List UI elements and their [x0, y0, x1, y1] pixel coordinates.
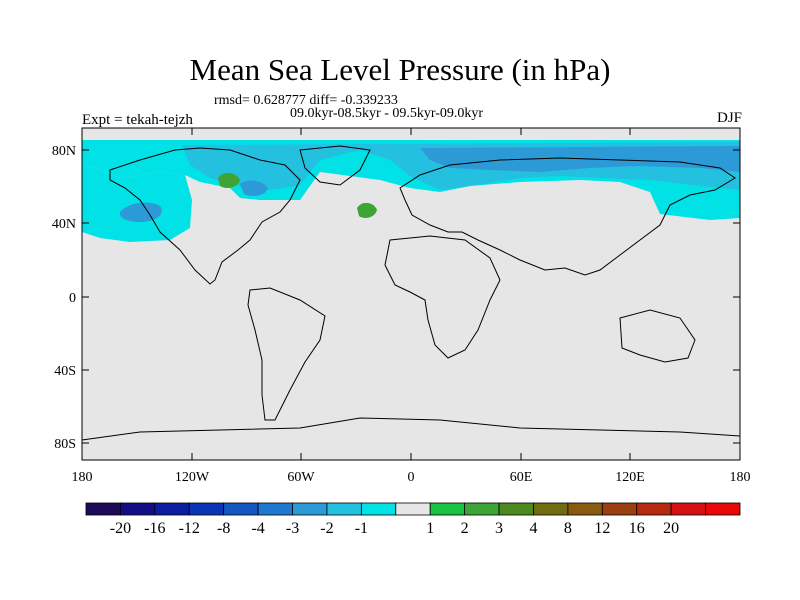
colorbar-label: -20 [110, 520, 131, 537]
lat-tick-label: 0 [69, 291, 76, 306]
colorbar-label: 12 [594, 520, 610, 537]
lon-tick-label: 60E [510, 470, 533, 485]
colorbar-label: -1 [355, 520, 368, 537]
lon-tick-label: 0 [408, 470, 415, 485]
chart-title: Mean Sea Level Pressure (in hPa) [189, 52, 611, 87]
colorbar-swatch [188, 502, 225, 516]
lat-tick-label: 40S [54, 364, 76, 379]
colorbar-swatch [292, 502, 328, 516]
colorbar-label: -16 [144, 520, 165, 537]
colorbar-label: 8 [564, 520, 572, 537]
colorbar-label: -4 [251, 520, 264, 537]
lon-tick-label: 120W [175, 470, 210, 485]
colorbar-labels: -20 -16 -12 -8 -4 -3 -2 -1 1 2 3 4 8 12 16 20 [110, 520, 679, 537]
colorbar-swatch [636, 502, 672, 516]
colorbar-swatch [154, 502, 190, 516]
lon-tick-label: 180 [72, 470, 93, 485]
colorbar-swatch [326, 502, 362, 516]
colorbar-label: -2 [320, 520, 333, 537]
lon-tick-label: 60W [287, 470, 315, 485]
period-subtitle: 09.0kyr-08.5kyr - 09.5kyr-09.0kyr [290, 106, 484, 121]
lat-tick-label: 80S [54, 437, 76, 452]
colorbar-swatch [257, 502, 293, 516]
colorbar-label: -8 [217, 520, 230, 537]
season-label: DJF [716, 110, 742, 126]
experiment-label: Expt = tekah-tejzh [82, 112, 193, 128]
colorbar-swatch [533, 502, 569, 516]
colorbar-swatch [223, 502, 259, 516]
colorbar-label: 20 [663, 520, 679, 537]
colorbar-label: 2 [461, 520, 469, 537]
colorbar-swatch [670, 502, 706, 516]
colorbar-label: 4 [529, 520, 537, 537]
anomaly-shading [82, 140, 740, 242]
colorbar [85, 502, 741, 516]
colorbar-swatch [498, 502, 534, 516]
colorbar-swatch [601, 502, 638, 516]
colorbar-swatch [360, 502, 397, 516]
coastlines [81, 145, 741, 441]
colorbar-swatch [120, 502, 156, 516]
colorbar-label: -3 [286, 520, 299, 537]
lat-tick-label: 40N [52, 217, 76, 232]
colorbar-label: 16 [629, 520, 645, 537]
colorbar-label: -12 [179, 520, 200, 537]
colorbar-swatch [567, 502, 603, 516]
axis-tick-marks [81, 128, 741, 460]
colorbar-label: 3 [495, 520, 503, 537]
colorbar-swatch [464, 502, 500, 516]
stats-subtitle: rmsd= 0.628777 diff= -0.339233 [214, 93, 398, 108]
colorbar-swatch [705, 502, 741, 516]
colorbar-swatch [429, 502, 466, 516]
lat-tick-label: 80N [52, 144, 76, 159]
lon-tick-label: 180 [730, 470, 751, 485]
lon-tick-label: 120E [615, 470, 645, 485]
colorbar-swatch [85, 502, 121, 516]
colorbar-label: 1 [426, 520, 434, 537]
colorbar-swatch [395, 502, 431, 516]
